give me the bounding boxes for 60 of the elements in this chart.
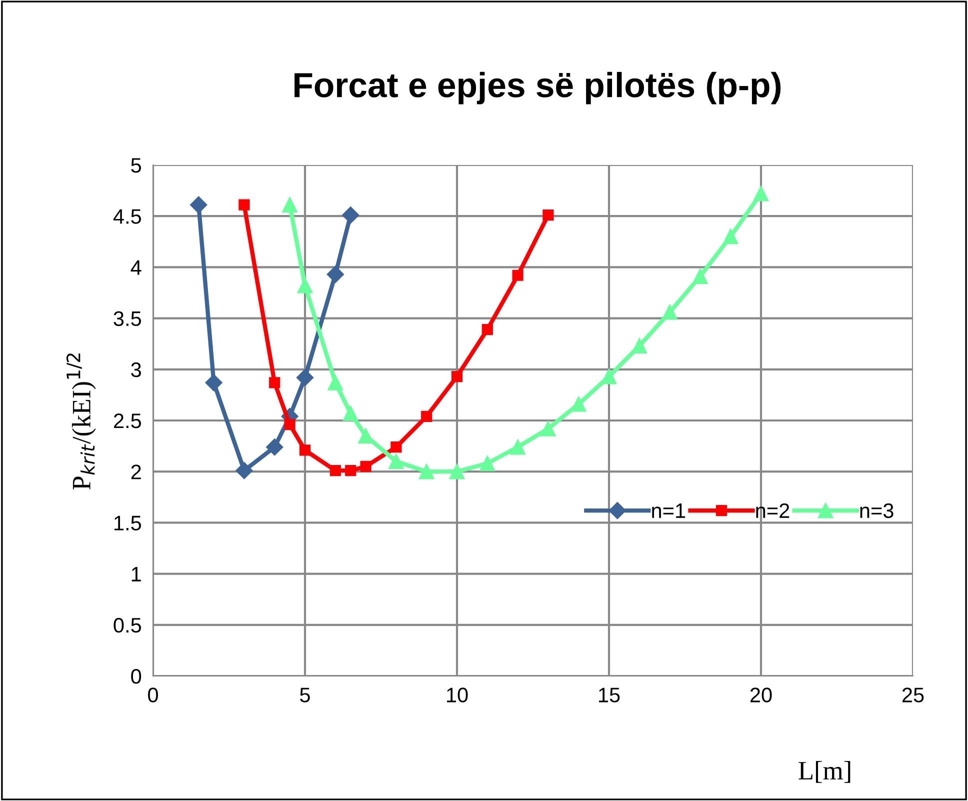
point: [418, 464, 434, 480]
legend-label: n=3: [860, 503, 894, 518]
point: [205, 374, 222, 392]
point: [266, 438, 284, 456]
x-tick-label: 5: [300, 688, 310, 702]
point: [328, 375, 344, 390]
y-tick-label: 0.5: [114, 618, 142, 633]
point: [360, 460, 372, 472]
point: [342, 406, 358, 421]
point: [388, 454, 404, 470]
x-tick-label: 0: [148, 688, 158, 702]
x-tick-label: 10: [447, 688, 468, 702]
y-tick-label: 1.5: [114, 516, 142, 530]
y-tick-label: 4.5: [113, 209, 142, 224]
legend-label: n=1: [652, 504, 686, 518]
point: [480, 456, 496, 472]
point: [542, 210, 554, 221]
x-axis-title: L[m]: [798, 761, 850, 783]
chart-title: Forcat e epjes së pilotës (p-p): [294, 72, 781, 104]
point: [421, 410, 432, 422]
point: [282, 197, 298, 212]
point: [570, 396, 586, 412]
point: [632, 338, 648, 354]
y-tick-label: 2.5: [114, 414, 142, 428]
y-tick-label: 1: [132, 567, 141, 582]
x-tick-label: 25: [902, 688, 924, 702]
y-tick-label: 0: [131, 669, 142, 684]
legend-label: n=2: [756, 503, 790, 518]
y-tick-label: 5: [131, 158, 142, 173]
point: [345, 465, 356, 476]
point: [510, 439, 526, 455]
point: [753, 186, 769, 202]
y-axis-title: P$_{krit}$/(kEI)$^{1/2}$: [66, 354, 96, 490]
point: [692, 268, 708, 284]
point: [662, 304, 678, 320]
point: [269, 377, 280, 388]
point: [190, 196, 208, 214]
point: [297, 278, 313, 294]
point: [722, 228, 738, 244]
y-tick-label: 2: [131, 464, 141, 480]
y-tick-label: 3: [131, 362, 141, 378]
point: [512, 270, 524, 281]
point: [449, 464, 465, 480]
point: [236, 462, 253, 480]
point: [296, 369, 314, 386]
point: [299, 444, 311, 456]
point: [482, 324, 493, 336]
point: [342, 206, 360, 224]
point: [390, 442, 402, 453]
point: [238, 199, 250, 210]
point: [451, 371, 463, 382]
point: [330, 465, 341, 476]
point: [358, 428, 374, 444]
y-tick-label: 3.5: [114, 311, 142, 326]
point: [326, 266, 344, 283]
x-tick-label: 15: [599, 688, 620, 702]
point: [284, 419, 296, 430]
point: [540, 421, 556, 436]
x-tick-label: 20: [750, 688, 772, 702]
y-tick-label: 4: [130, 260, 142, 275]
